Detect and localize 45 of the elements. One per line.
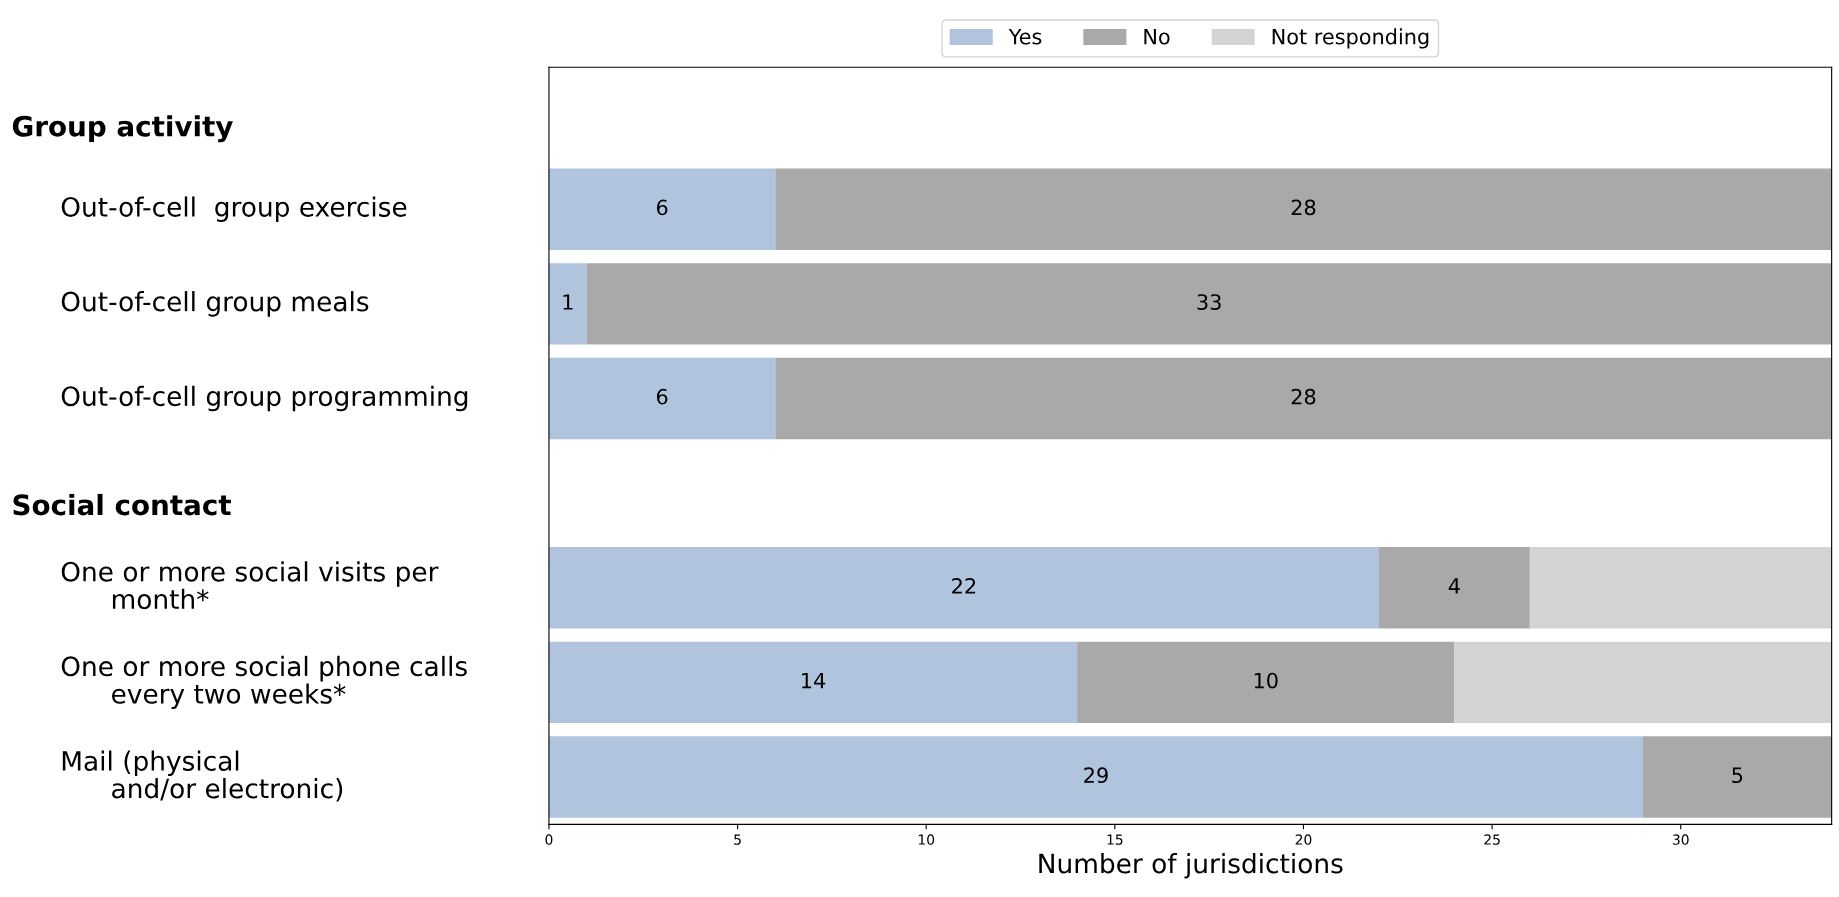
bar — [548, 641, 1078, 724]
bar — [548, 168, 776, 250]
data-label: 14 — [802, 672, 826, 689]
y-tick-label: Mail (physical and/or electronic) — [62, 750, 343, 802]
x-tick-label: 5 — [734, 834, 741, 845]
data-label: 10 — [1254, 672, 1278, 689]
data-label: 29 — [1084, 767, 1108, 784]
data-label: 6 — [656, 388, 668, 405]
bar — [1454, 641, 1832, 724]
y-tick-label: Out-of-cell group programming — [61, 385, 468, 412]
bar — [586, 263, 1832, 345]
y-tick-label: One or more social phone calls every two weeks* — [61, 655, 467, 709]
x-tick-label: 20 — [1295, 834, 1312, 845]
text: Group activity — [12, 115, 233, 143]
legend-label: Not responding — [1272, 28, 1429, 49]
text: Social contact — [13, 493, 231, 516]
bar — [548, 357, 776, 440]
bar — [548, 263, 587, 345]
bar — [548, 736, 1644, 818]
data-label: 1 — [563, 294, 573, 310]
data-label: 22 — [952, 578, 976, 594]
x-tick-label: 15 — [1107, 834, 1123, 845]
y-tick-label: One or more social visits per month* — [61, 561, 439, 610]
data-label: 28 — [1291, 388, 1316, 405]
data-label: 28 — [1291, 199, 1316, 216]
x-tick-label: 0 — [545, 834, 553, 845]
data-label: 5 — [1732, 767, 1743, 784]
bar — [1077, 641, 1455, 724]
x-tick-label: 30 — [1672, 834, 1689, 845]
bar — [775, 357, 1832, 440]
bar — [1529, 547, 1832, 629]
bar — [775, 168, 1832, 250]
bar — [1643, 736, 1832, 818]
x-tick-label: 10 — [918, 834, 935, 845]
data-label: 6 — [656, 199, 668, 216]
legend-label: No — [1144, 29, 1170, 45]
bar — [548, 547, 1379, 629]
data-label: 4 — [1448, 578, 1460, 594]
data-label: 33 — [1197, 294, 1221, 310]
x-axis-title: Number of jurisdictions — [1039, 853, 1343, 879]
x-tick-label: 25 — [1484, 834, 1500, 845]
y-tick-label: Out-of-cell group meals — [61, 291, 369, 317]
bar — [1378, 547, 1530, 629]
legend-label: Yes — [1008, 29, 1042, 45]
y-tick-label: Out-of-cell group exercise — [61, 196, 407, 222]
